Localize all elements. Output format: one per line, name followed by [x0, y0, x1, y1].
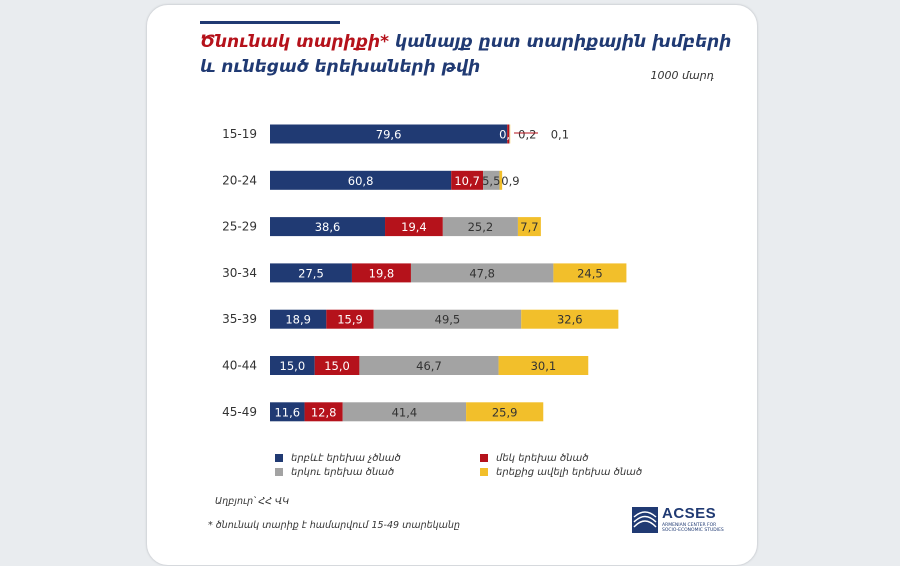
- legend-label: մեկ երեխա ծնած: [496, 453, 588, 464]
- data-label: 79,6: [376, 128, 402, 142]
- source-note: Աղբյուր՝ ՀՀ ՎԿ: [215, 496, 289, 507]
- bar-segment: [509, 125, 510, 144]
- data-label: 7,7: [520, 220, 538, 234]
- category-label: 25-29: [222, 220, 257, 234]
- category-label: 30-34: [222, 266, 257, 280]
- data-label: 27,5: [298, 266, 324, 280]
- logo-name: ACSES: [662, 505, 716, 522]
- globe-icon: [632, 507, 658, 533]
- data-label: 15,0: [324, 359, 350, 373]
- data-label: 15,0: [280, 359, 306, 373]
- data-label: 25,9: [492, 405, 518, 419]
- legend-item-one-child: մեկ երեխա ծնած: [480, 453, 588, 464]
- legend-label: երեքից ավելի երեխա ծնած: [496, 467, 642, 478]
- legend-swatch: [275, 454, 283, 462]
- category-label: 40-44: [222, 359, 257, 373]
- legend-swatch: [275, 468, 283, 476]
- data-label: 0,1: [551, 128, 569, 142]
- data-label: 32,6: [557, 313, 583, 327]
- category-label: 15-19: [222, 127, 257, 141]
- category-label: 20-24: [222, 173, 257, 187]
- legend-item-three-plus-children: երեքից ավելի երեխա ծնած: [480, 467, 642, 478]
- data-label: 15,9: [337, 313, 363, 327]
- data-label: 38,6: [315, 220, 341, 234]
- data-label: 60,8: [348, 174, 374, 188]
- acses-logo: ACSES ARMENIAN CENTER FOR SOCIO-ECONOMIC…: [632, 505, 742, 535]
- data-label: 30,1: [531, 359, 557, 373]
- footnote: * ծնունակ տարիք է համարվում 15-49 տարեկա…: [208, 520, 460, 531]
- data-label: 19,8: [369, 266, 395, 280]
- data-label: 12,8: [311, 405, 337, 419]
- category-label: 45-49: [222, 405, 257, 419]
- data-label: 5,5: [482, 174, 500, 188]
- logo-subtitle: ARMENIAN CENTER FOR SOCIO-ECONOMIC STUDI…: [662, 523, 732, 533]
- data-label: 19,4: [401, 220, 427, 234]
- legend-label: երբևէ երեխա չծնած: [291, 453, 401, 464]
- legend-item-no-children: երբևէ երեխա չծնած: [275, 453, 401, 464]
- data-label: 25,2: [468, 220, 494, 234]
- legend-swatch: [480, 468, 488, 476]
- data-label: 46,7: [416, 359, 442, 373]
- data-label: 47,8: [469, 266, 495, 280]
- data-label: 0,2: [518, 128, 536, 142]
- data-label: 0,7: [499, 128, 517, 142]
- data-label: 24,5: [577, 266, 603, 280]
- legend-swatch: [480, 454, 488, 462]
- legend-item-two-children: երկու երեխա ծնած: [275, 467, 394, 478]
- data-label: 18,9: [285, 313, 311, 327]
- category-label: 35-39: [222, 312, 257, 326]
- data-label: 0,9: [501, 174, 519, 188]
- legend-label: երկու երեխա ծնած: [291, 467, 394, 478]
- data-label: 10,7: [454, 174, 480, 188]
- data-label: 41,4: [392, 405, 418, 419]
- data-label: 11,6: [274, 405, 300, 419]
- data-label: 49,5: [435, 313, 461, 327]
